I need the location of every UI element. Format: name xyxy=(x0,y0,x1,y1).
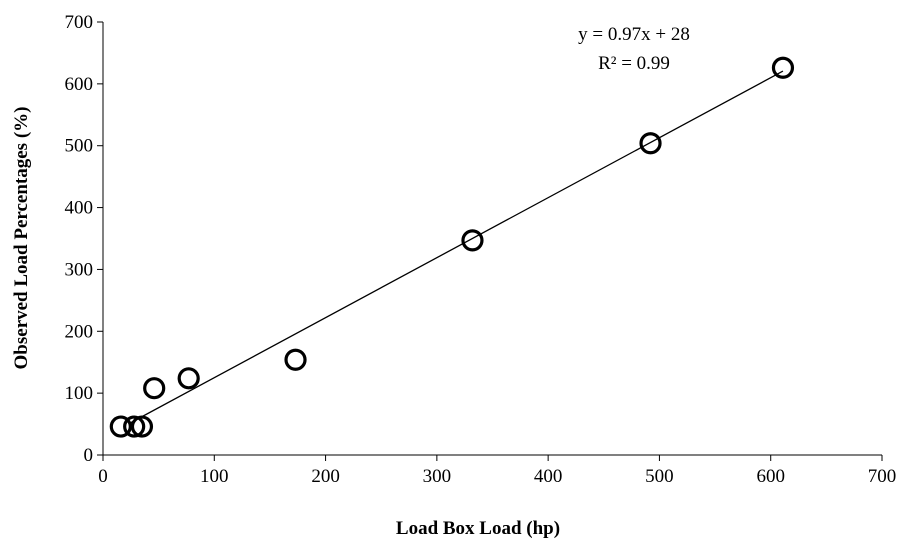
x-tick-label: 700 xyxy=(868,466,897,487)
data-point xyxy=(109,415,132,438)
data-point xyxy=(771,56,795,79)
x-axis: 0 100 200 300 400 500 600 700 xyxy=(98,454,896,487)
y-tick-label: 0 xyxy=(84,445,94,466)
x-tick-label: 100 xyxy=(200,466,229,487)
y-tick-label: 300 xyxy=(65,259,94,280)
x-tick-label: 0 xyxy=(98,466,108,487)
data-point xyxy=(461,229,484,252)
data-point xyxy=(130,415,154,438)
r-squared-label: R² = 0.99 xyxy=(598,53,670,74)
data-point xyxy=(177,367,200,390)
x-tick-label: 300 xyxy=(423,466,452,487)
x-tick-label: 200 xyxy=(311,466,340,487)
y-tick-label: 600 xyxy=(65,74,94,95)
y-axis: 0 100 200 300 400 500 600 700 xyxy=(65,12,104,466)
x-tick-label: 600 xyxy=(756,466,785,487)
y-axis-title: Observed Load Percentages (%) xyxy=(11,107,32,370)
y-tick-label: 100 xyxy=(65,383,94,404)
data-points xyxy=(109,56,795,438)
data-point xyxy=(143,377,166,400)
x-tick-label: 500 xyxy=(645,466,674,487)
y-axis-ticks: 0 100 200 300 400 500 600 700 xyxy=(65,12,103,466)
trendline-equation: y = 0.97x + 28 xyxy=(578,24,690,45)
data-point xyxy=(639,132,662,155)
data-point xyxy=(284,348,307,371)
y-tick-label: 500 xyxy=(65,136,94,157)
y-tick-label: 700 xyxy=(65,12,94,33)
x-axis-ticks: 0 100 200 300 400 500 600 700 xyxy=(98,455,896,487)
y-tick-label: 200 xyxy=(65,321,94,342)
y-tick-label: 400 xyxy=(65,198,94,219)
x-axis-title: Load Box Load (hp) xyxy=(396,518,560,539)
data-point xyxy=(123,415,146,438)
x-tick-label: 400 xyxy=(534,466,563,487)
trendline xyxy=(128,70,784,425)
